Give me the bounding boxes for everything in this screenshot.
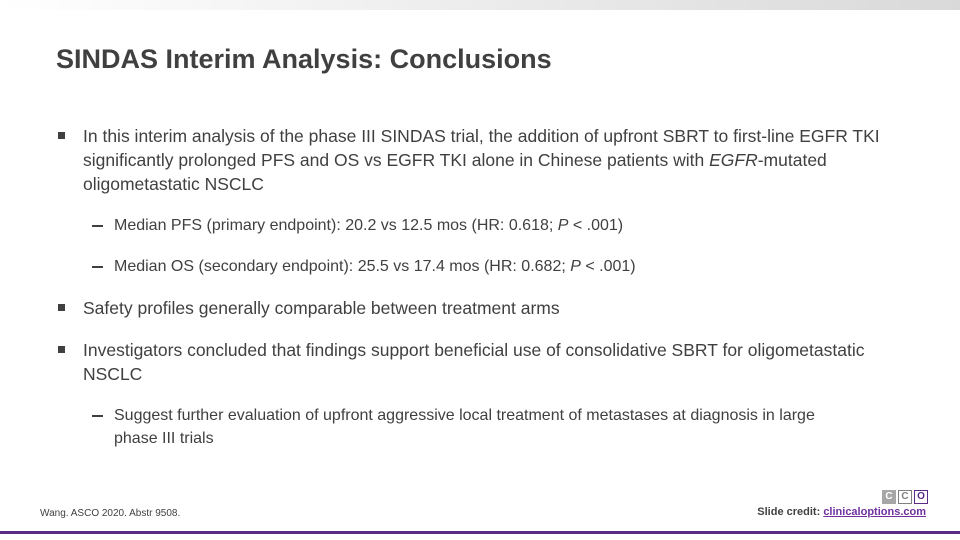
text-run: Median PFS (primary endpoint): 20.2 vs 1…: [114, 217, 558, 234]
credit-link[interactable]: clinicaloptions.com: [823, 506, 926, 518]
text-run: EGFR: [709, 150, 758, 170]
logo-letter: C: [898, 490, 912, 504]
text-run: Suggest further evaluation of upfront ag…: [114, 407, 815, 447]
text-run: -mutated oligometastatic NSCLC: [83, 150, 827, 194]
sub-bullet: Median PFS (primary endpoint): 20.2 vs 1…: [56, 214, 834, 237]
credit-label: Slide credit:: [757, 506, 821, 518]
text-run: In this interim analysis of the phase II…: [83, 126, 880, 170]
sub-bullet: Suggest further evaluation of upfront ag…: [56, 404, 834, 450]
bullet-list: In this interim analysis of the phase II…: [56, 124, 906, 468]
text-run: Investigators concluded that findings su…: [83, 340, 865, 384]
top-bar: [0, 0, 960, 10]
sub-bullet: Median OS (secondary endpoint): 25.5 vs …: [56, 255, 834, 278]
text-run: P: [570, 258, 581, 275]
text-run: Safety profiles generally comparable bet…: [83, 298, 560, 318]
text-run: < .001): [580, 258, 636, 275]
text-run: Median OS (secondary endpoint): 25.5 vs …: [114, 258, 571, 275]
text-run: P: [557, 217, 569, 234]
text-run: < .001): [568, 217, 624, 234]
bullet: Safety profiles generally comparable bet…: [56, 296, 906, 320]
logo-letter: O: [914, 490, 928, 504]
citation: Wang. ASCO 2020. Abstr 9508.: [40, 508, 181, 519]
slide-credit: Slide credit: clinicaloptions.com: [757, 506, 926, 518]
slide-title: SINDAS Interim Analysis: Conclusions: [56, 44, 552, 74]
bottom-line: [0, 531, 960, 534]
logo-letter: C: [882, 490, 896, 504]
bullet: Investigators concluded that findings su…: [56, 338, 906, 386]
bullet: In this interim analysis of the phase II…: [56, 124, 906, 196]
